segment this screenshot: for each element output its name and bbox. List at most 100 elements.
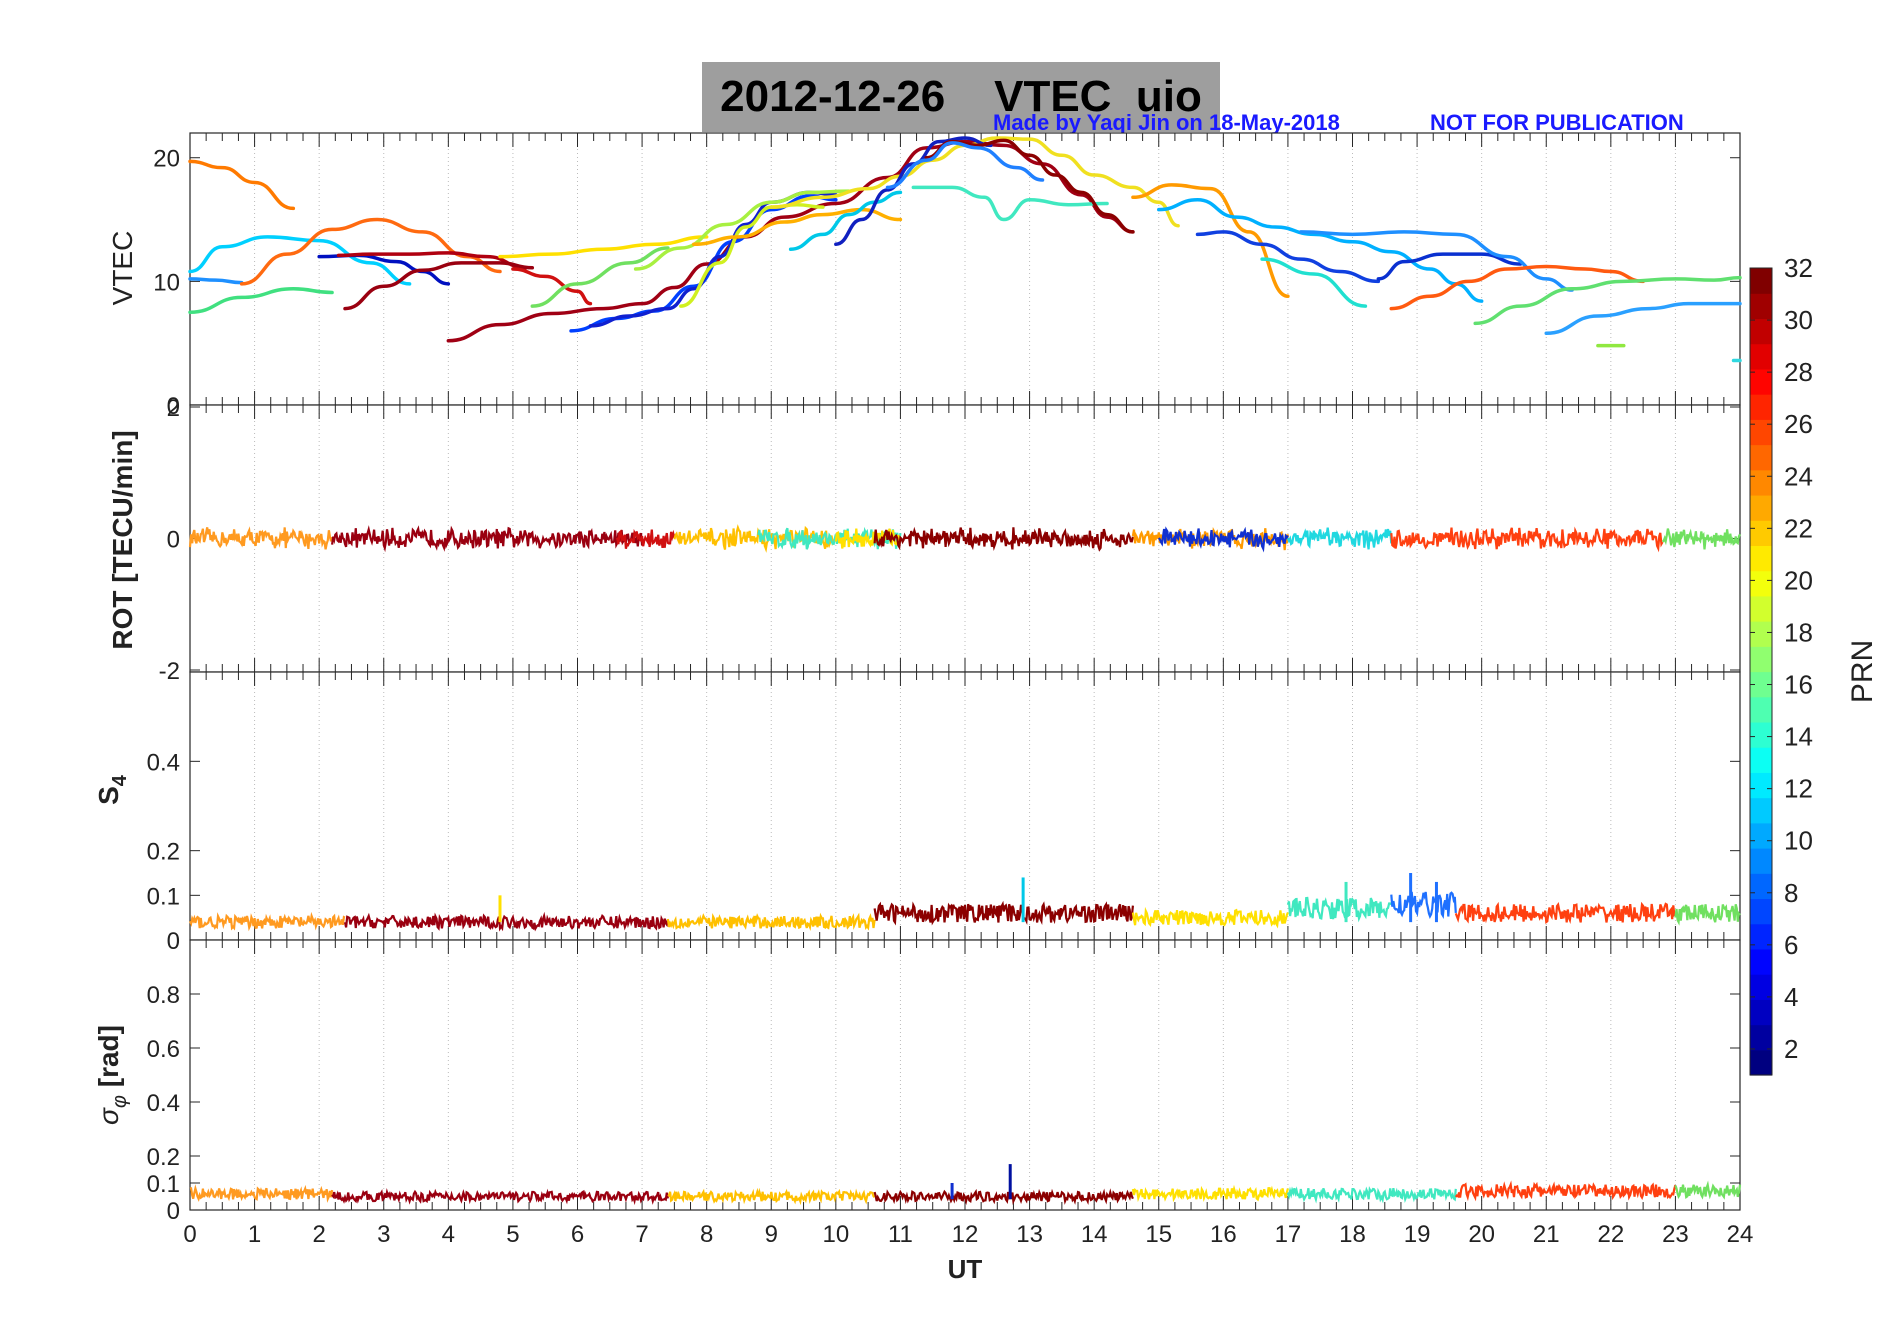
colorbar-tick-label: 12 xyxy=(1784,774,1813,804)
y-axis-label-s4: S4 xyxy=(93,774,131,805)
colorbar-step xyxy=(1750,595,1772,622)
colorbar-step xyxy=(1750,898,1772,925)
sigma_phi-trace xyxy=(1454,1180,1677,1202)
series-line-prn-8 xyxy=(188,277,244,285)
s4-trace xyxy=(873,900,1134,926)
colorbar-tick-label: 26 xyxy=(1784,409,1813,439)
colorbar-tick-label: 30 xyxy=(1784,305,1813,335)
series-line-prn-9 xyxy=(1544,301,1742,336)
xtick-label: 15 xyxy=(1145,1221,1172,1248)
colorbar-step xyxy=(1750,621,1772,647)
ytick-label: 0.4 xyxy=(147,1090,180,1117)
ytick-label: 10 xyxy=(153,269,180,296)
sigma_phi-trace xyxy=(331,1187,669,1206)
series-line-prn-30 xyxy=(446,139,1135,343)
colorbar-frame xyxy=(1749,267,1773,1076)
colorbar-step xyxy=(1750,948,1772,975)
colorbar-step xyxy=(1750,545,1772,572)
ytick-label: 20 xyxy=(153,146,180,173)
ytick-label: 2 xyxy=(167,395,180,422)
colorbar-step xyxy=(1750,1049,1772,1076)
series-line-prn-10 xyxy=(1299,230,1574,292)
colorbar-step xyxy=(1750,444,1772,471)
sigma_phi-trace xyxy=(873,1188,1134,1206)
xtick-label: 23 xyxy=(1662,1221,1689,1248)
s4-trace xyxy=(343,911,669,932)
colorbar-tick-label: 8 xyxy=(1784,878,1798,908)
colorbar-tick-label: 10 xyxy=(1784,826,1813,856)
ytick-label: 0.8 xyxy=(147,982,180,1009)
colorbar-step xyxy=(1750,772,1772,799)
colorbar-step xyxy=(1750,721,1772,748)
series-line-prn-5 xyxy=(1195,230,1381,284)
s4-trace xyxy=(1390,891,1457,919)
sigma_phi-trace xyxy=(1286,1185,1457,1204)
colorbar-step xyxy=(1750,671,1772,698)
rot-trace xyxy=(1286,527,1393,550)
series-line-prn-13 xyxy=(788,190,903,251)
colorbar-step xyxy=(1750,923,1772,950)
colorbar-step xyxy=(1750,797,1772,824)
ytick-label: 0.1 xyxy=(147,1171,180,1198)
series-line-prn-31 xyxy=(343,261,535,311)
xtick-label: 1 xyxy=(248,1221,261,1248)
rot-trace xyxy=(1157,526,1289,553)
sigma_phi-trace xyxy=(189,1184,334,1203)
series-line-prn-16 xyxy=(530,246,670,308)
colorbar-tick-label: 4 xyxy=(1784,982,1798,1012)
ytick-label: 0.2 xyxy=(147,1144,180,1171)
series-line-prn-4 xyxy=(1376,252,1523,281)
series-line-prn-14 xyxy=(1260,257,1368,308)
colorbar-step xyxy=(1750,1024,1772,1051)
y-axis-label-sigma: σφ [rad] xyxy=(93,1025,131,1125)
xtick-label: 6 xyxy=(571,1221,584,1248)
colorbar-step xyxy=(1750,318,1772,345)
xtick-label: 17 xyxy=(1275,1221,1302,1248)
rot-trace xyxy=(1390,526,1664,553)
colorbar-tick-label: 2 xyxy=(1784,1034,1798,1064)
title-box xyxy=(702,62,1220,132)
colorbar-step xyxy=(1750,848,1772,874)
xtick-label: 16 xyxy=(1210,1221,1237,1248)
series-line-prn-15 xyxy=(911,185,1109,222)
y-axis-label-rot: ROT [TECU/min] xyxy=(107,430,138,649)
colorbar-tick-label: 32 xyxy=(1784,253,1813,283)
series-line-prn-11 xyxy=(188,235,412,286)
figure-title: 2012-12-26 VTEC uio xyxy=(720,72,1202,121)
sigma_phi-trace xyxy=(667,1187,876,1206)
xtick-label: 14 xyxy=(1081,1221,1108,1248)
colorbar-tick-label: 18 xyxy=(1784,617,1813,647)
xtick-label: 22 xyxy=(1597,1221,1624,1248)
y-axis-label-vtec: VTEC xyxy=(107,231,138,306)
credit-text: Made by Yaqi Jin on 18-May-2018 xyxy=(993,110,1340,135)
colorbar-step xyxy=(1750,696,1772,723)
s4-trace xyxy=(1286,896,1392,923)
series-line-prn-18 xyxy=(633,189,851,271)
colorbar-tick-label: 24 xyxy=(1784,461,1813,491)
xtick-label: 8 xyxy=(700,1221,713,1248)
xtick-label: 5 xyxy=(506,1221,519,1248)
colorbar-step xyxy=(1750,570,1772,597)
colorbar-label: PRN xyxy=(1846,640,1879,703)
xtick-label: 12 xyxy=(952,1221,979,1248)
s4-trace xyxy=(666,912,876,932)
colorbar-step xyxy=(1750,747,1772,773)
x-axis-label: UT xyxy=(948,1254,983,1284)
series-line-prn-20 xyxy=(769,136,1180,228)
colorbar-step xyxy=(1750,999,1772,1026)
colorbar-step xyxy=(1750,520,1772,547)
xtick-label: 24 xyxy=(1727,1221,1754,1248)
series-line-prn-23 xyxy=(1131,183,1290,298)
s4-trace xyxy=(1454,901,1677,924)
ytick-label: 0.6 xyxy=(147,1036,180,1063)
panel-s4: 0 0.1 0.2 0.4 xyxy=(147,671,1741,955)
xtick-label: 2 xyxy=(312,1221,325,1248)
rot-trace xyxy=(1131,527,1289,551)
ytick-label: 0 xyxy=(167,393,180,420)
xtick-label: 13 xyxy=(1016,1221,1043,1248)
s4-trace xyxy=(1131,906,1289,929)
colorbar-step xyxy=(1750,646,1772,673)
colorbar-step xyxy=(1750,343,1772,370)
